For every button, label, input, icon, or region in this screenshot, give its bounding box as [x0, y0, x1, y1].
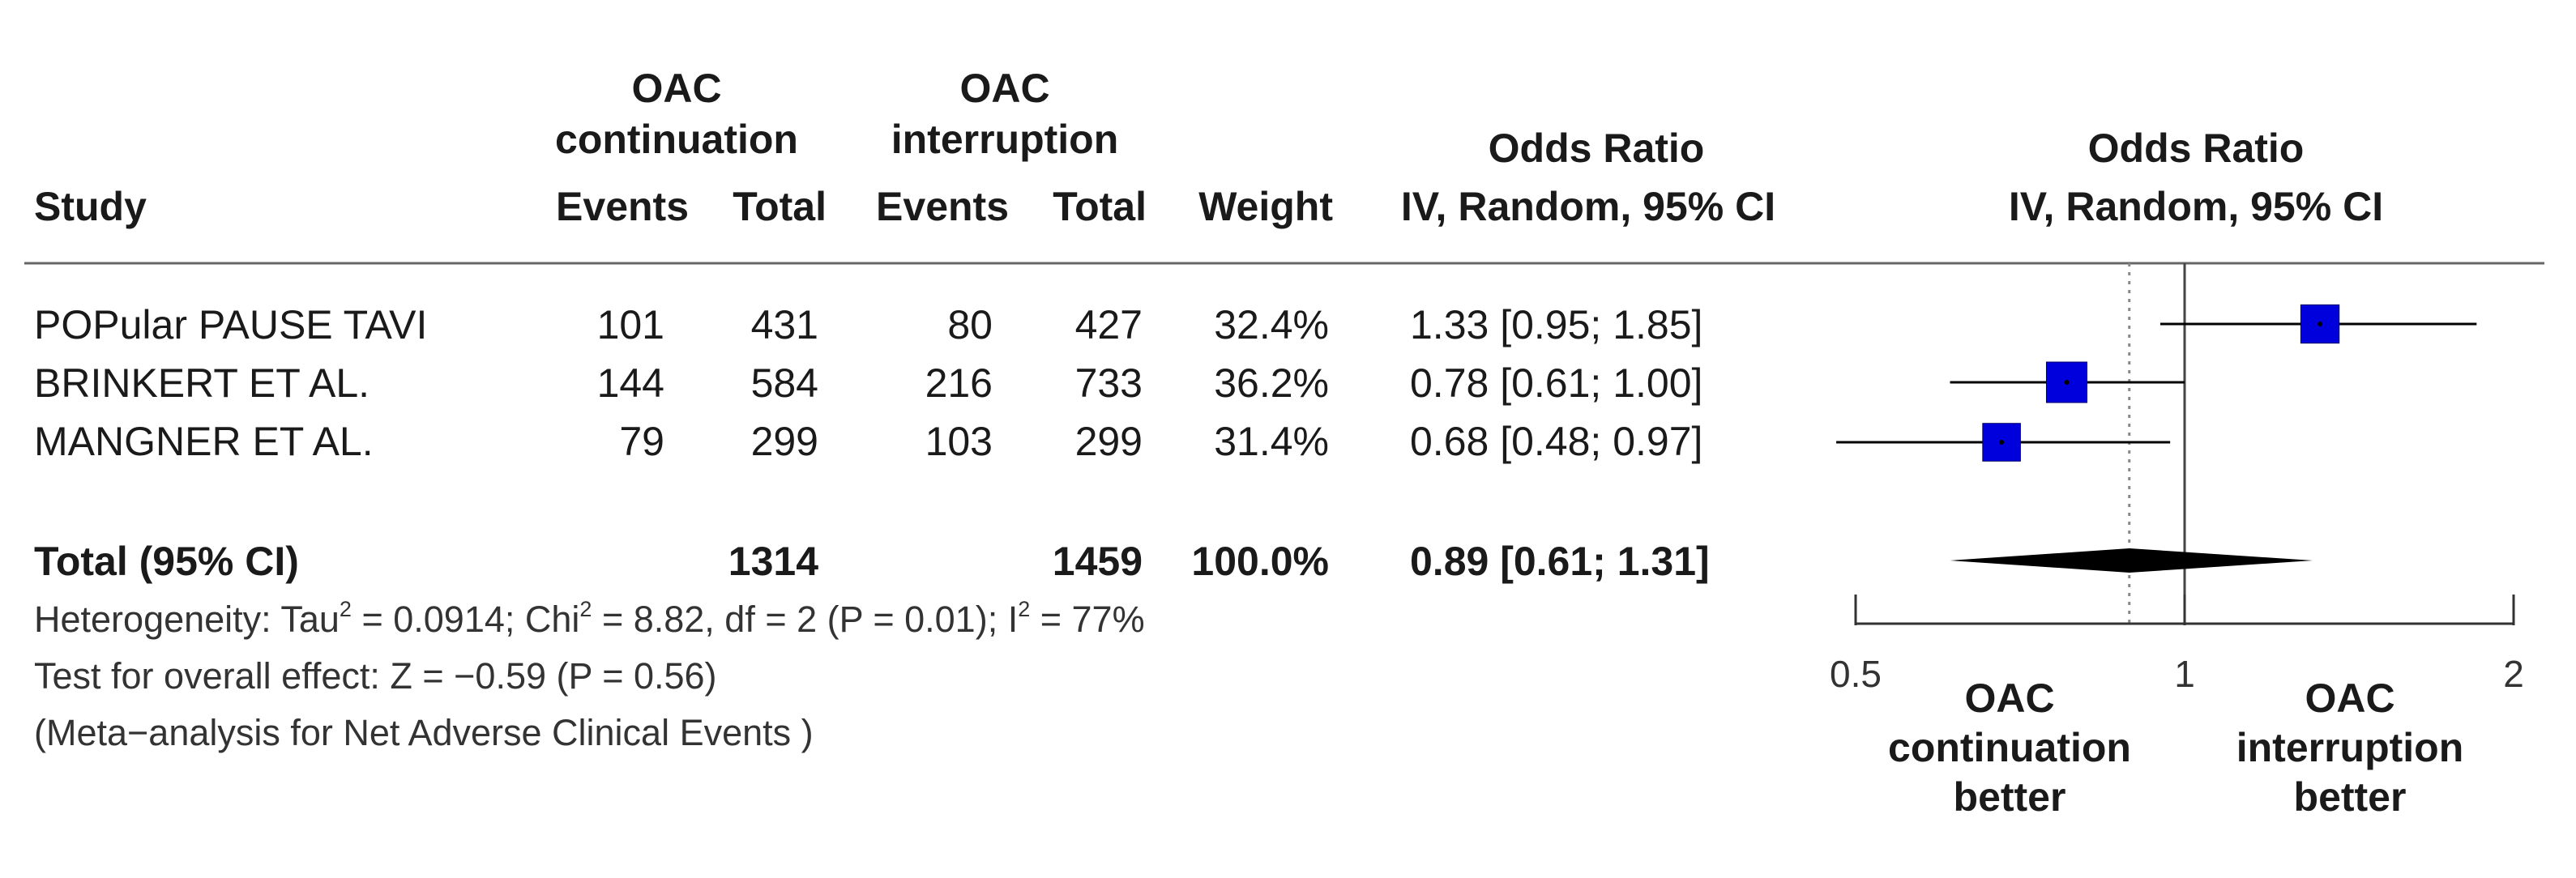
weight-cell: 36.2% [1214, 360, 1329, 406]
or-column-title: Odds Ratio [1488, 126, 1705, 171]
total2-header: Total [1053, 184, 1147, 229]
ci-cell: 1.33 [0.95; 1.85] [1410, 302, 1703, 347]
total-ci: 0.89 [0.61; 1.31] [1410, 539, 1710, 584]
pooled-diamond [1950, 548, 2313, 573]
group1-header-line2: continuation [555, 116, 798, 162]
weight-header: Weight [1198, 184, 1333, 229]
favours-right-label: OAC interruption better [2236, 676, 2464, 820]
events1-header: Events [556, 184, 689, 229]
events2-cell: 216 [925, 360, 993, 406]
events2-cell: 103 [925, 419, 993, 464]
total1-header: Total [733, 184, 827, 229]
plot-method-header: IV, Random, 95% CI [2008, 184, 2384, 229]
study-header: Study [34, 184, 147, 229]
study-name: BRINKERT ET AL. [34, 360, 370, 406]
total1-cell: 299 [750, 419, 818, 464]
events1-cell: 79 [619, 419, 664, 464]
weight-cell: 32.4% [1214, 302, 1329, 347]
ci-cell: 0.78 [0.61; 1.00] [1410, 360, 1703, 406]
analysis-note: (Meta−analysis for Net Adverse Clinical … [34, 712, 814, 753]
ci-cell: 0.68 [0.48; 0.97] [1410, 419, 1703, 464]
total2-cell: 299 [1074, 419, 1143, 464]
overall-effect-text: Test for overall effect: Z = −0.59 (P = … [34, 655, 717, 697]
events1-cell: 144 [596, 360, 664, 406]
favours-left-label: OAC continuation better [1888, 676, 2131, 820]
total-label: Total (95% CI) [34, 539, 299, 584]
study-name: POPular PAUSE TAVI [34, 302, 428, 347]
weight-cell: 31.4% [1214, 419, 1329, 464]
total1-cell: 584 [750, 360, 818, 406]
total2-cell: 733 [1074, 360, 1143, 406]
group2-header-line2: interruption [891, 116, 1119, 162]
events1-cell: 101 [596, 302, 664, 347]
total2-sum: 1459 [1052, 539, 1143, 584]
events2-header: Events [876, 184, 1009, 229]
heterogeneity-text: Heterogeneity: Tau2 = 0.0914; Chi2 = 8.8… [34, 597, 1145, 640]
point-estimate [1999, 440, 2005, 445]
plot-title: Odds Ratio [2087, 126, 2305, 171]
point-estimate [2064, 380, 2070, 385]
point-estimate [2318, 322, 2323, 326]
or-method-header: IV, Random, 95% CI [1400, 184, 1776, 229]
x-tick-label: 0.5 [1830, 653, 1882, 695]
total2-cell: 427 [1074, 302, 1143, 347]
events2-cell: 80 [947, 302, 993, 347]
group1-header-line1: OAC [631, 66, 722, 111]
group2-header-line1: OAC [959, 66, 1050, 111]
total1-cell: 431 [750, 302, 818, 347]
x-tick-label: 1 [2174, 653, 2195, 695]
group1-header: OAC continuation [515, 63, 839, 164]
x-tick-label: 2 [2503, 653, 2524, 695]
total1-sum: 1314 [728, 539, 818, 584]
total-weight: 100.0% [1191, 539, 1329, 584]
study-name: MANGNER ET AL. [34, 419, 374, 464]
group2-header: OAC interruption [843, 63, 1167, 164]
